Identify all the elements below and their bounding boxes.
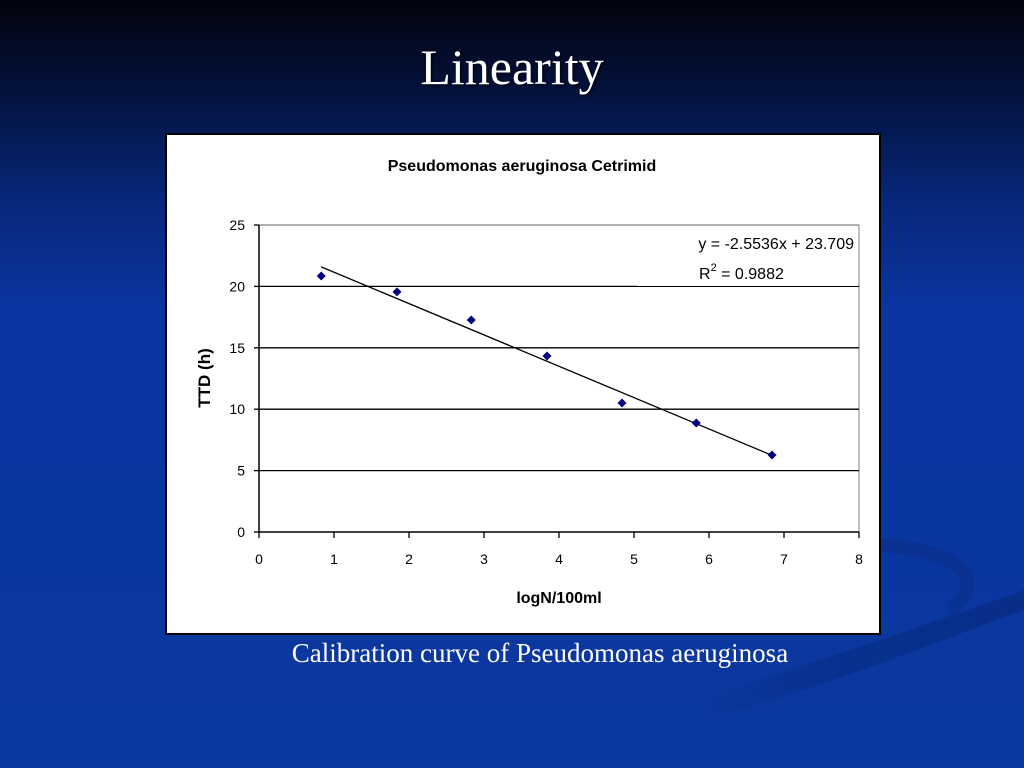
x-tick-label: 7 bbox=[780, 551, 788, 567]
data-point-diamond-icon bbox=[466, 315, 476, 325]
data-point-diamond-icon bbox=[392, 287, 402, 297]
slide-title: Linearity bbox=[420, 39, 604, 95]
y-tick-label: 0 bbox=[237, 524, 245, 540]
y-axis-label: TTD (h) bbox=[195, 348, 214, 407]
chart-frame: Pseudomonas aeruginosa Cetrimid 0 5 10 15 20 2… bbox=[165, 133, 881, 635]
data-point-diamond-icon bbox=[767, 450, 777, 460]
r-squared-label: R2 = 0.9882 bbox=[699, 262, 784, 283]
y-tick-label: 5 bbox=[237, 463, 245, 479]
x-tick-label: 8 bbox=[855, 551, 863, 567]
x-tick-label: 3 bbox=[480, 551, 488, 567]
data-point-diamond-icon bbox=[691, 418, 701, 428]
data-point-diamond-icon bbox=[542, 351, 552, 361]
x-tick-label: 4 bbox=[555, 551, 563, 567]
x-axis-label: logN/100ml bbox=[516, 590, 601, 607]
trendline-equation: y = -2.5536x + 23.709 bbox=[698, 236, 854, 253]
scatter-chart: Pseudomonas aeruginosa Cetrimid051015202… bbox=[195, 158, 863, 607]
slide-caption: Calibration curve of Pseudomonas aerugin… bbox=[291, 638, 789, 668]
y-tick-label: 20 bbox=[229, 278, 245, 294]
x-tick-label: 0 bbox=[255, 551, 263, 567]
equation-label-background bbox=[637, 226, 858, 286]
data-point-diamond-icon bbox=[316, 271, 326, 281]
x-tick-label: 2 bbox=[405, 551, 413, 567]
y-tick-label: 25 bbox=[229, 217, 245, 233]
y-tick-label: 10 bbox=[229, 401, 245, 417]
x-tick-label: 6 bbox=[705, 551, 713, 567]
trendline bbox=[320, 266, 773, 456]
y-tick-label: 15 bbox=[229, 340, 245, 356]
chart-title: Pseudomonas aeruginosa Cetrimid bbox=[388, 158, 657, 175]
x-tick-label: 1 bbox=[330, 551, 338, 567]
x-tick-label: 5 bbox=[630, 551, 638, 567]
data-point-diamond-icon bbox=[617, 398, 627, 408]
